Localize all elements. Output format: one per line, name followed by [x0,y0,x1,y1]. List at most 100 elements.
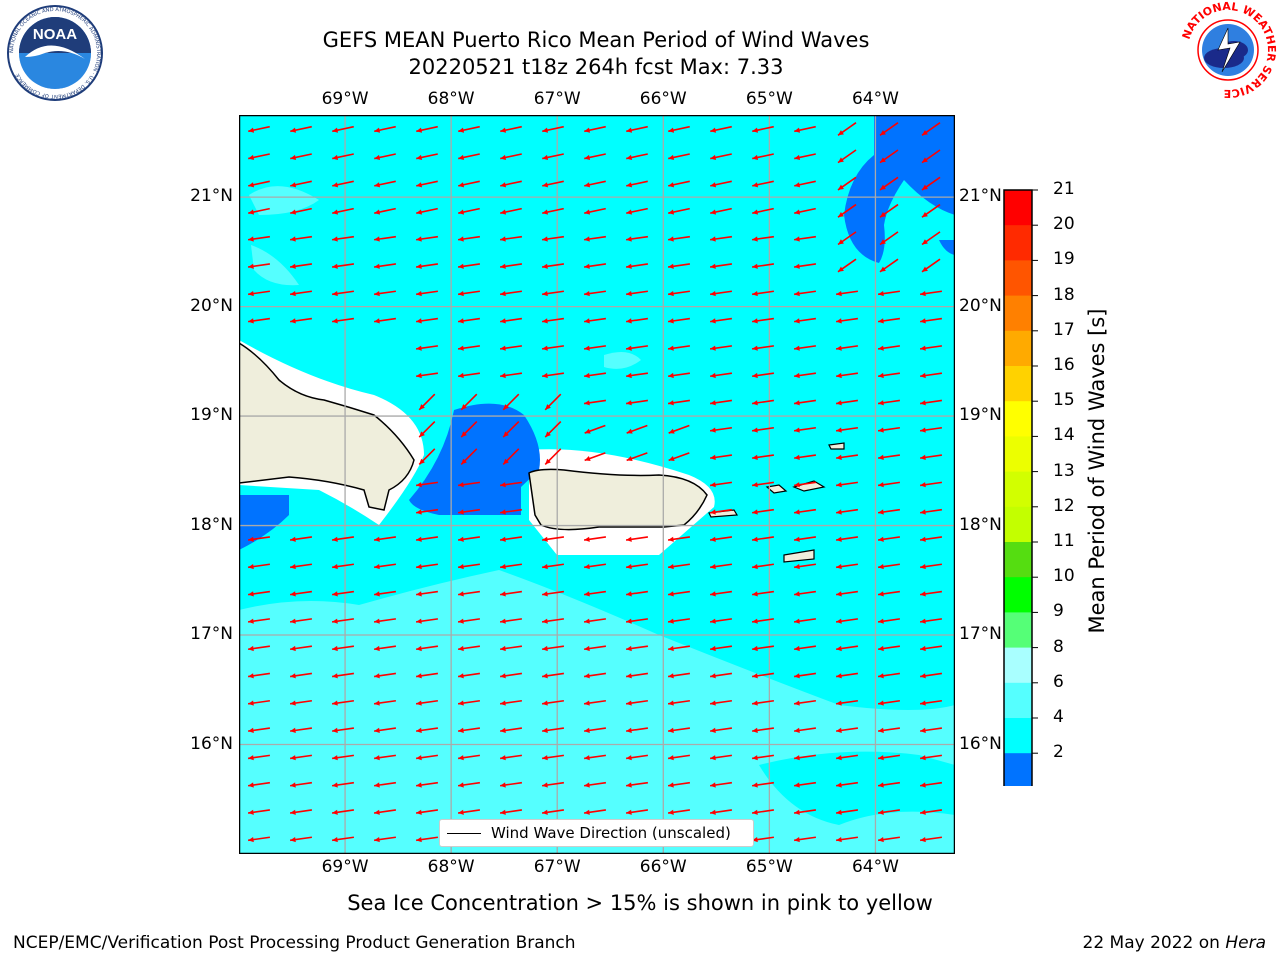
colorbar-tick-label: 9 [1053,601,1064,622]
wind-arrow-head [794,318,800,324]
colorbar-tick-label: 12 [1053,495,1075,516]
colorbar-tick-label: 6 [1053,671,1064,692]
wind-arrow-head [458,236,464,242]
wind-arrow-head [458,372,464,379]
wind-arrow-head [584,400,590,406]
wind-arrow-head [500,618,506,624]
wind-arrow-head [458,482,464,488]
wind-arrow-head [878,563,884,570]
wind-arrow-head [668,591,674,597]
lat-tick-label: 18°N [959,514,1002,535]
lon-tick-label: 64°W [851,857,899,877]
wind-arrow-head [290,563,296,570]
map-legend: Wind Wave Direction (unscaled) [439,819,754,847]
wind-arrow-head [290,536,296,542]
wind-arrow-head [542,618,548,624]
wind-arrow-head [626,700,632,706]
colorbar-segment [1004,401,1032,437]
wind-arrow-head [332,591,338,597]
wind-arrow-head [332,536,338,542]
wind-arrow-head [416,236,422,242]
wind-arrow-head [248,182,255,188]
wind-arrow-head [542,563,548,570]
wind-arrow-head [584,727,590,733]
wind-arrow-head [668,536,674,542]
wind-arrow-head [626,400,632,406]
wind-arrow-head [500,318,506,324]
wind-arrow-head [879,239,886,245]
wind-arrow-head [794,454,800,460]
footer-date: 22 May 2022 on Hera [1083,933,1267,953]
colorbar [1003,189,1038,786]
footer-producer: NCEP/EMC/Verification Post Processing Pr… [13,933,576,953]
wind-arrow-head [794,618,800,624]
wind-arrow-head [290,809,296,815]
wind-arrow-head [542,809,548,815]
footer-date-text: 22 May 2022 on [1082,933,1226,953]
wind-arrow-head [500,591,506,597]
wind-arrow-head [500,809,506,815]
map-frame [239,115,955,854]
wind-arrow-head [500,182,507,188]
wind-arrow-head [416,182,423,188]
lon-tick-label: 67°W [533,857,581,877]
colorbar-segment [1004,542,1032,578]
colorbar-segment [1004,366,1032,402]
colorbar-segment [1004,647,1032,684]
wind-arrow-head [668,755,674,761]
wind-arrow-head [416,809,422,815]
wind-arrow-head [878,482,884,488]
wind-arrow-head [290,836,296,843]
wind-arrow-head [290,154,297,161]
wind-arrow-head [626,428,633,434]
colorbar-tick-label: 16 [1053,355,1075,375]
wind-arrow-head [500,727,506,733]
wind-arrow-head [248,618,254,624]
wind-arrow-head [374,673,380,679]
wind-arrow-head [248,154,255,161]
wind-arrow-head [500,755,506,761]
wind-arrow-head [794,727,800,733]
chart-subtitle: 20220521 t18z 264h fcst Max: 7.33 [408,55,784,79]
map-panel [239,115,955,854]
colorbar-tick-label: 13 [1053,460,1075,481]
wind-arrow-head [752,591,758,597]
colorbar-tick-label: 20 [1053,214,1075,235]
wind-arrow-head [752,154,759,161]
wind-arrow-head [626,263,632,269]
wind-arrow-head [794,345,800,351]
wind-arrow-head [878,345,884,351]
wind-arrow-head [710,755,716,761]
wind-arrow-head [248,809,254,815]
wind-arrow-head [920,563,926,570]
wind-arrow-head [879,266,886,272]
wind-arrow-head [668,154,675,161]
wind-arrow-head [668,318,674,324]
wind-arrow-head [836,645,842,652]
wind-arrow-head [500,700,506,706]
wind-arrow-head [458,673,464,679]
chart-title: GEFS MEAN Puerto Rico Mean Period of Win… [322,28,870,52]
wind-arrow-head [837,211,844,218]
colorbar-tick-label: 18 [1053,284,1075,305]
lon-tick-label: 66°W [639,89,687,109]
wind-arrow-head [584,236,590,242]
wind-arrow-head [710,700,716,706]
wind-arrow-head [374,727,380,733]
wind-arrow-head [837,157,844,163]
colorbar-tick-label: 10 [1053,566,1075,587]
colorbar-segment [1004,682,1032,719]
wind-arrow-head [921,157,928,163]
colorbar-frame [1003,189,1033,786]
wind-arrow-head [794,127,801,133]
wind-arrow-head [794,700,800,706]
wind-arrow-head [542,700,548,706]
lat-tick-label: 20°N [190,295,233,316]
wind-arrow-head [500,782,506,788]
lon-tick-label: 68°W [427,89,475,109]
wind-arrow-head [458,536,464,542]
nws-logo: NATIONAL WEATHER SERVICE [1180,0,1278,100]
wind-arrow-head [503,458,509,465]
wind-arrow-head [374,700,380,706]
wind-arrow-head [458,182,465,188]
